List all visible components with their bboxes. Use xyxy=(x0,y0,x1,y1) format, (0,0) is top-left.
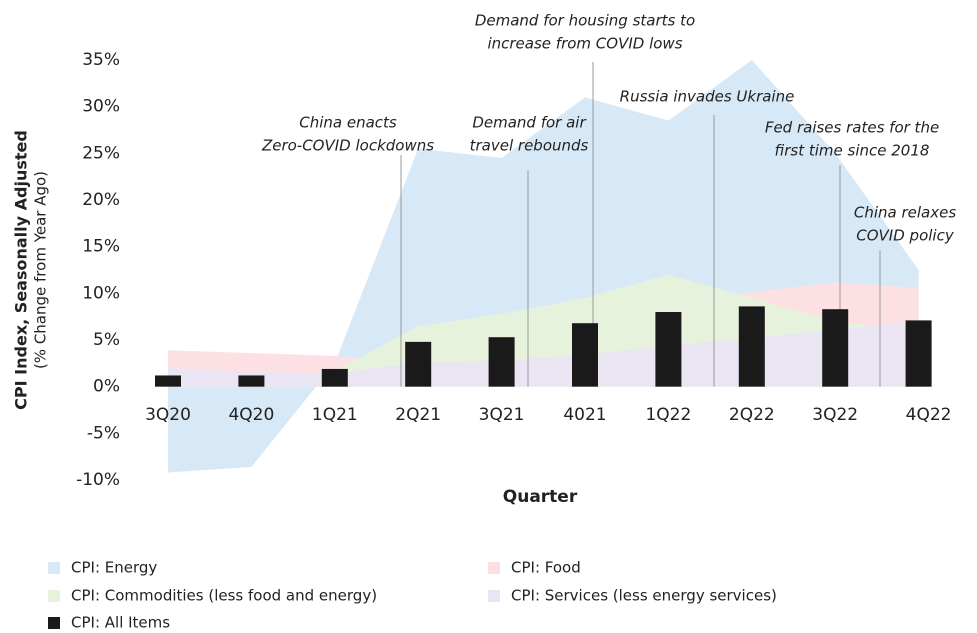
legend-label: CPI: Energy xyxy=(71,559,157,577)
x-tick-label: 3Q22 xyxy=(812,405,858,425)
bar xyxy=(238,375,265,387)
y-tick-label: -10% xyxy=(76,470,120,490)
x-tick-label: 3Q21 xyxy=(479,405,525,425)
legend-swatch xyxy=(48,562,60,574)
y-tick-label: 30% xyxy=(82,97,120,117)
y-tick-label: -5% xyxy=(87,423,120,443)
y-tick-label: 0% xyxy=(93,377,120,397)
bar xyxy=(738,306,765,387)
y-axis-subtitle: (% Change from Year Ago) xyxy=(32,171,50,369)
x-tick-label: 1Q22 xyxy=(645,405,691,425)
bar xyxy=(321,368,348,387)
y-tick-label: 5% xyxy=(93,330,120,350)
y-tick-label: 25% xyxy=(82,143,120,163)
x-tick-label: 4Q22 xyxy=(906,405,952,425)
annotation: Fed raises rates for the xyxy=(765,119,939,137)
legend-label: CPI: Commodities (less food and energy) xyxy=(71,587,377,605)
bar xyxy=(655,312,682,387)
bar xyxy=(488,337,515,387)
bar xyxy=(405,341,432,387)
annotation: Zero-COVID lockdowns xyxy=(261,137,434,155)
annotation: Demand for housing starts to xyxy=(475,12,695,30)
y-tick-label: 15% xyxy=(82,237,120,257)
annotation: COVID policy xyxy=(856,227,955,245)
legend-swatch xyxy=(488,590,500,602)
x-tick-label: 1Q21 xyxy=(312,405,358,425)
x-tick-label: 4021 xyxy=(563,405,606,425)
annotation: increase from COVID lows xyxy=(487,35,682,53)
y-axis-title: CPI Index, Seasonally Adjusted xyxy=(12,130,31,410)
annotation: first time since 2018 xyxy=(775,142,930,160)
bar xyxy=(822,309,849,387)
legend-swatch xyxy=(48,617,60,629)
bar xyxy=(905,320,932,387)
y-tick-label: 10% xyxy=(82,283,120,303)
annotation: travel rebounds xyxy=(470,137,589,155)
bar xyxy=(155,375,181,387)
x-tick-label: 4Q20 xyxy=(228,405,274,425)
y-tick-label: 35% xyxy=(82,50,120,70)
legend-swatch xyxy=(488,562,500,574)
legend-label: CPI: Food xyxy=(511,559,581,577)
annotation: Russia invades Ukraine xyxy=(620,88,795,106)
legend-swatch xyxy=(48,590,60,602)
legend-label: CPI: Services (less energy services) xyxy=(511,587,777,605)
legend-label: CPI: All Items xyxy=(71,614,170,632)
x-tick-label: 2Q21 xyxy=(395,405,441,425)
area xyxy=(168,320,919,387)
annotation: Demand for air xyxy=(472,114,586,132)
x-tick-label: 3Q20 xyxy=(145,405,191,425)
annotation: China enacts xyxy=(299,114,397,132)
y-tick-label: 20% xyxy=(82,190,120,210)
x-tick-label: 2Q22 xyxy=(729,405,775,425)
bar xyxy=(572,323,598,387)
x-axis-title: Quarter xyxy=(503,487,578,507)
annotation: China relaxes xyxy=(854,204,956,222)
